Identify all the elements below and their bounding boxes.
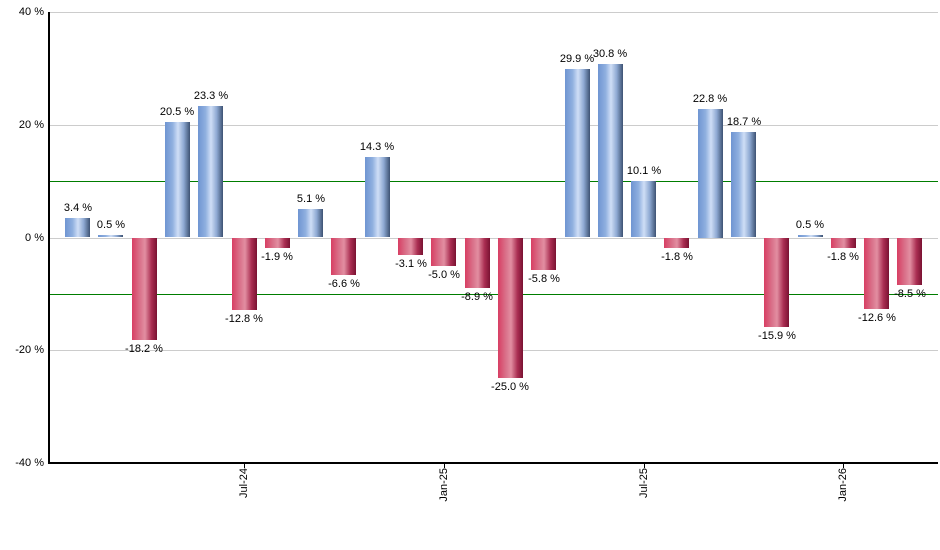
bar (598, 63, 623, 238)
bar (631, 180, 656, 238)
gridline-0 (49, 238, 938, 239)
x-axis-tick (244, 462, 245, 468)
y-axis-label: -20 % (15, 344, 44, 356)
bar-value-label: -6.6 % (328, 278, 360, 290)
bar-value-label: 30.8 % (592, 48, 628, 60)
bar-value-label: 20.5 % (159, 106, 195, 118)
bar (365, 156, 390, 238)
bar (798, 234, 823, 238)
bar-value-label: -8.5 % (894, 288, 926, 300)
bar (565, 68, 590, 238)
bar-value-label: 0.5 % (795, 219, 825, 231)
bar-value-label: -3.1 % (395, 258, 427, 270)
bar (698, 109, 723, 238)
bar (431, 237, 456, 266)
bar (498, 237, 523, 379)
bar (897, 237, 922, 286)
bar-value-label: 3.4 % (63, 202, 93, 214)
bar (531, 237, 556, 271)
gridline-40 (49, 12, 938, 13)
bar-value-label: 10.1 % (626, 165, 662, 177)
x-axis-line (48, 462, 938, 464)
bar (831, 237, 856, 248)
y-axis-label: 20 % (18, 119, 44, 131)
bar-value-label: -18.2 % (125, 343, 163, 355)
bar (398, 237, 423, 255)
bar-value-label: 5.1 % (296, 193, 326, 205)
bar-value-label: -15.9 % (758, 330, 796, 342)
bar-value-label: 18.7 % (726, 116, 762, 128)
bar (232, 237, 257, 310)
bar (465, 237, 490, 288)
bar-value-label: 22.8 % (692, 93, 728, 105)
bar-value-label: -1.8 % (827, 251, 859, 263)
bar-value-label: -8.9 % (461, 291, 493, 303)
bar-value-label: 29.9 % (559, 53, 595, 65)
bar-value-label: 23.3 % (193, 90, 229, 102)
gridline-20 (49, 125, 938, 126)
y-axis-line (48, 12, 50, 464)
bar-value-label: 0.5 % (96, 219, 126, 231)
bar (165, 121, 190, 238)
bar (764, 237, 789, 328)
bar-value-label: 14.3 % (359, 141, 395, 153)
y-axis-label: 0 % (25, 232, 44, 244)
x-axis-tick (644, 462, 645, 468)
bar-value-label: -12.6 % (858, 312, 896, 324)
bar-value-label: -12.8 % (225, 313, 263, 325)
bar-value-label: -1.8 % (661, 251, 693, 263)
bar (265, 237, 290, 249)
x-axis-tick (843, 462, 844, 468)
bar (98, 234, 123, 238)
bar (864, 237, 889, 309)
bar-value-label: -25.0 % (491, 381, 529, 393)
bar (731, 132, 756, 238)
reference-line-10 (49, 181, 938, 182)
bar (331, 237, 356, 275)
bar-value-label: -1.9 % (261, 251, 293, 263)
x-axis-label: Jan-26 (837, 468, 849, 502)
y-axis-label: -40 % (15, 457, 44, 469)
x-axis-tick (444, 462, 445, 468)
x-axis-label: Jul-25 (638, 468, 650, 498)
y-axis-label: 40 % (18, 6, 44, 18)
gridline--20 (49, 350, 938, 351)
bar (664, 237, 689, 248)
x-axis-label: Jul-24 (238, 468, 250, 498)
reference-line--10 (49, 294, 938, 295)
bar-value-label: -5.8 % (528, 273, 560, 285)
x-axis-label: Jan-25 (438, 468, 450, 502)
bar (132, 237, 157, 341)
bar (198, 106, 223, 238)
bar (65, 218, 90, 238)
bar (298, 208, 323, 238)
bar-value-label: -5.0 % (428, 269, 460, 281)
